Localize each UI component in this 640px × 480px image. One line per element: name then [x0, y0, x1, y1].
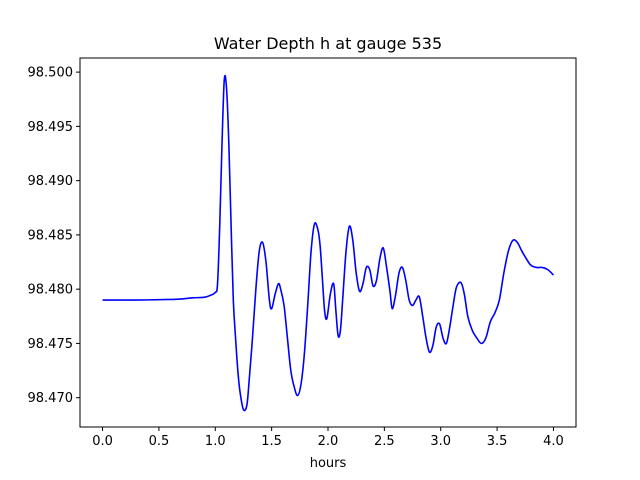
- x-axis-label: hours: [310, 456, 347, 471]
- y-axis: 98.470 98.475 98.480 98.485 98.490 98.495 98.5…: [28, 66, 80, 406]
- x-tick-label: 0.0: [92, 434, 113, 449]
- x-axis: 0.0 0.5 1.0 1.5 2.0 2.5 3.0 3.5 4.0: [92, 427, 564, 449]
- y-tick-label: 98.500: [28, 66, 74, 81]
- x-tick-label: 2.0: [318, 434, 339, 449]
- x-tick-label: 3.5: [487, 434, 508, 449]
- x-tick-label: 1.5: [261, 434, 282, 449]
- y-tick-label: 98.475: [28, 337, 74, 352]
- x-tick-label: 0.5: [149, 434, 170, 449]
- x-tick-label: 1.0: [205, 434, 226, 449]
- chart-title: Water Depth h at gauge 535: [214, 34, 442, 53]
- y-tick-label: 98.490: [28, 174, 74, 189]
- x-tick-label: 3.0: [430, 434, 451, 449]
- axes-frame: [79, 57, 577, 428]
- y-tick-label: 98.470: [28, 391, 74, 406]
- plot-area: [102, 74, 555, 412]
- x-tick-label: 4.0: [543, 434, 564, 449]
- y-tick-label: 98.485: [28, 228, 74, 243]
- y-tick-label: 98.480: [28, 283, 74, 298]
- x-tick-label: 2.5: [374, 434, 395, 449]
- y-tick-label: 98.495: [28, 120, 74, 135]
- series-line: [102, 74, 555, 412]
